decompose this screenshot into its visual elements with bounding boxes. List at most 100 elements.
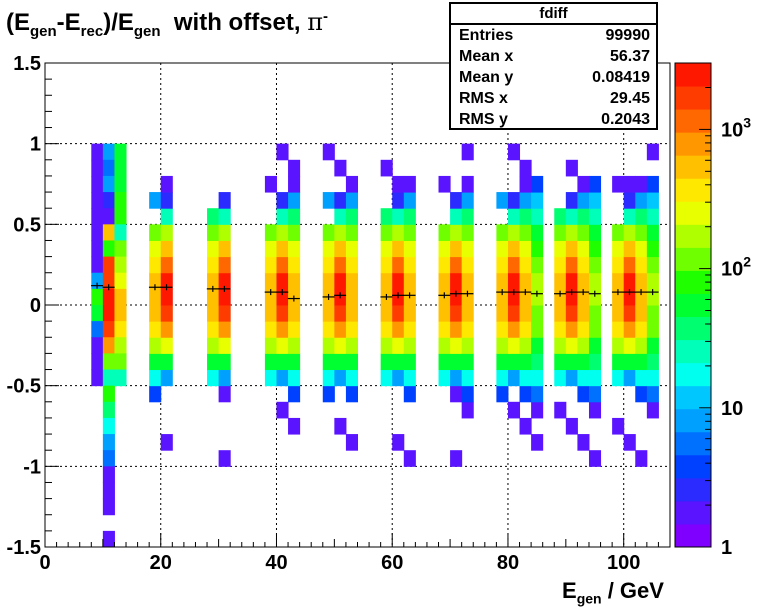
heatmap-cell [149,240,162,258]
heatmap-cell [276,321,289,338]
heatmap-cell [91,192,104,209]
heatmap-cell [114,272,127,290]
heatmap-cell [612,417,625,435]
heatmap-cell [588,288,602,306]
heatmap-cell [322,192,335,209]
palette-swatch [675,316,711,341]
heatmap-cell [207,305,220,322]
heatmap-cell [612,353,625,371]
heatmap-cell [160,353,173,371]
heatmap-cell [507,369,521,387]
heatmap-cell [646,192,659,209]
heatmap-cell [149,321,162,338]
heatmap-cell [507,321,521,338]
heatmap-cell [403,256,416,274]
heatmap-cell [264,224,277,241]
heatmap-cell [623,192,636,209]
heatmap-cell [531,208,544,225]
heatmap-cell [496,240,509,258]
heatmap-cell [565,353,578,371]
color-palette-bar [674,62,712,548]
heatmap-cell [345,175,358,193]
heatmap-cell [496,224,509,241]
heatmap-cell [623,369,636,387]
heatmap-cell [531,321,544,338]
heatmap-cell [149,272,162,290]
heatmap-cell [554,272,567,290]
heatmap-cell [507,337,521,354]
heatmap-cell [207,256,220,274]
heatmap-cell [114,305,127,322]
heatmap-cell [276,305,289,322]
palette-swatch [675,86,711,110]
heatmap-cell [461,369,474,387]
heatmap-cell [102,305,115,322]
heatmap-cell [102,192,115,209]
heatmap-cell [577,369,590,387]
heatmap-cell [450,353,463,371]
heatmap-cell [646,143,659,161]
heatmap-cell [507,401,521,419]
heatmap-cell [149,288,162,306]
heatmap-cell [276,369,289,387]
heatmap-cell [588,369,602,387]
heatmap-cell [646,288,659,306]
heatmap-cell [519,208,532,225]
heatmap-cell [519,305,532,322]
heatmap-cell [160,224,173,241]
heatmap-cell [461,240,474,258]
heatmap-cell [450,385,463,403]
heatmap-cell [531,401,544,419]
heatmap-cell [114,337,127,354]
heatmap-cell [461,385,474,403]
heatmap-cell [380,159,393,177]
heatmap-cell [438,224,451,241]
heatmap-cell [114,321,127,338]
heatmap-cell [322,256,335,274]
heatmap-cell [403,192,416,209]
heatmap-cell [403,208,416,225]
heatmap-cell [288,175,301,193]
heatmap-cell [345,272,358,290]
heatmap-cell [403,353,416,371]
heatmap-cell [207,208,220,225]
heatmap-cell [102,353,115,371]
heatmap-cell [507,192,521,209]
heatmap-cell [588,192,602,209]
heatmap-cell [334,192,347,209]
heatmap-cell [322,272,335,290]
heatmap-cell [102,466,115,483]
palette-swatch [675,477,711,502]
heatmap-cell [577,337,590,354]
heatmap-cell [288,159,301,177]
heatmap-cell [345,369,358,387]
heatmap-cell [218,240,231,258]
heatmap-cell [218,256,231,274]
heatmap-cell [380,208,393,225]
heatmap-cell [102,272,115,290]
heatmap-cell [450,321,463,338]
heatmap-cell [577,434,590,451]
heatmap-cell [646,224,659,241]
y-tick-label: 1.5 [13,53,41,75]
heatmap-cell [554,401,567,419]
palette-swatch [675,247,711,271]
palette-swatch [675,224,711,248]
heatmap-cell [588,337,602,354]
heatmap-cell [588,401,602,419]
heatmap-cell [403,240,416,258]
heatmap-cell [450,192,463,209]
heatmap-cell [345,434,358,451]
y-tick-label: -1 [23,456,41,478]
heatmap-cell [496,272,509,290]
heatmap-cell [149,256,162,274]
heatmap-cell [438,305,451,322]
heatmap-cell [91,353,104,371]
heatmap-cell [519,272,532,290]
heatmap-cell [218,369,231,387]
heatmap-cell [623,272,636,290]
heatmap-cell [288,256,301,274]
palette-swatch [675,454,711,479]
heatmap-cell [612,288,625,306]
heatmap-cell [392,353,405,371]
